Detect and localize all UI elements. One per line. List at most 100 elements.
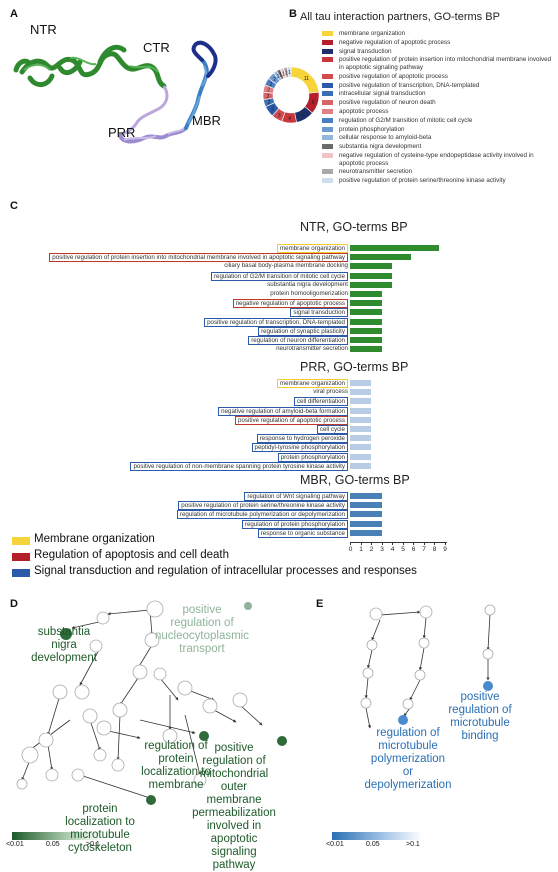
bar <box>350 300 382 307</box>
node-substantia-nigra <box>60 628 72 640</box>
donut-slice-value: 1 <box>277 74 280 80</box>
x-tick <box>413 542 414 545</box>
d-scale-high: >0.1 <box>86 841 100 848</box>
x-tick <box>360 542 362 545</box>
bar <box>350 389 371 396</box>
d-scale-mid: 0.05 <box>46 841 60 848</box>
legend-b-label: membrane organization <box>339 30 406 37</box>
legend-b-label: apoptotic process <box>339 108 389 115</box>
panel-b-title: All tau interaction partners, GO-terms B… <box>300 11 500 23</box>
x-tick <box>423 542 425 545</box>
bar <box>350 435 371 442</box>
node-mitochondrial-permeabilization <box>277 736 287 746</box>
ntr-label: NTR <box>30 22 57 37</box>
ctr-label: CTR <box>143 40 170 55</box>
legend-b-label: negative regulation of cysteine-type end… <box>339 152 534 167</box>
x-tick <box>402 542 404 545</box>
bar <box>350 416 371 423</box>
legend-b-swatch <box>322 109 333 114</box>
x-tick-label: 5 <box>401 546 405 553</box>
go-term-highlight-label: positive regulation of mitochondrial outer m… <box>192 742 276 871</box>
x-tick-label: 0 <box>348 546 353 553</box>
bar-label: positive regulation of protein serine/th… <box>178 501 348 511</box>
legend-b-label: positive regulation of protein insertion… <box>339 56 552 71</box>
bar-label: regulation of Wnt signaling pathway <box>244 492 348 501</box>
legend-b-swatch <box>322 100 333 106</box>
bar <box>350 511 382 518</box>
donut-slice-value: 4 <box>288 116 291 122</box>
panel-d-network <box>12 600 287 840</box>
panel-letter-c: C <box>10 200 18 212</box>
donut-slice-value: 2 <box>273 77 276 83</box>
donut-slice-value: 2 <box>267 88 270 94</box>
legend-b-swatch <box>322 117 333 123</box>
x-tick-label: 9 <box>443 546 447 553</box>
bar-label: negative regulation of apoptotic process <box>232 299 348 309</box>
go-term-highlight-label: positive regulation of microtubule binding <box>448 691 512 742</box>
bar <box>350 263 392 270</box>
category-swatch <box>12 537 30 545</box>
category-label: Regulation of apoptosis and cell death <box>34 549 230 561</box>
panel-d-color-scale <box>12 832 102 840</box>
bar <box>350 529 382 536</box>
legend-b-label: positive regulation of protein serine/th… <box>339 177 506 185</box>
x-tick <box>371 542 372 545</box>
donut-slice <box>286 66 292 78</box>
bar-label: signal transduction <box>290 308 348 318</box>
bar <box>350 318 382 325</box>
bar <box>350 398 371 405</box>
bar <box>350 254 411 261</box>
donut-slice-value: 2 <box>269 82 272 88</box>
x-axis <box>350 542 447 543</box>
bar <box>350 346 382 353</box>
panel-e-network <box>332 604 496 840</box>
legend-b-swatch <box>322 73 333 79</box>
bar <box>350 291 382 297</box>
x-tick <box>434 542 435 545</box>
legend-b-swatch <box>322 91 333 97</box>
bar-label: positive regulation of transcription, DN… <box>204 317 348 327</box>
legend-b-label: neurotransmitter secretion <box>339 168 413 176</box>
e-scale-mid: 0.05 <box>366 841 380 848</box>
go-term-highlight-label: positive regulation of nucleocytoplasmic tr… <box>155 604 249 655</box>
bar-label: positive regulation of protein insertion… <box>49 253 348 263</box>
legend-b-swatch <box>322 144 333 150</box>
legend-b-label: regulation of G2/M transition of mitotic… <box>339 116 473 124</box>
x-tick-label: 4 <box>390 546 395 553</box>
bar-label: membrane organization <box>276 379 348 388</box>
donut-slice-value: 11 <box>304 76 309 82</box>
node-microtubule-cytoskeleton <box>146 795 156 805</box>
bar-label: viral process <box>313 388 348 396</box>
x-tick <box>350 542 351 545</box>
bar-label: neurotransmitter secretion <box>276 345 348 353</box>
bar-label: substantia nigra development <box>267 280 348 288</box>
donut-slice-value: 1 <box>282 71 285 77</box>
bar <box>350 337 382 343</box>
chart-title: MBR, GO-terms BP <box>300 473 410 487</box>
category-swatch <box>12 569 30 577</box>
x-tick-label: 8 <box>432 546 437 553</box>
go-term-highlight-label: regulation of microtubule polymerization or… <box>364 727 452 791</box>
bar-label: regulation of G2/M transition of mitotic… <box>210 271 348 281</box>
donut-slice-value: 3 <box>271 107 274 113</box>
bar <box>350 281 392 288</box>
node-microtubule-polymerization <box>398 715 408 725</box>
bar-label: positive regulation of apoptotic process <box>235 415 348 425</box>
x-tick-label: 1 <box>359 546 363 553</box>
legend-b-label: signal transduction <box>339 47 392 55</box>
panel-letter-a: A <box>10 8 18 20</box>
bar <box>350 462 371 469</box>
bar <box>350 493 382 499</box>
bar <box>350 453 371 460</box>
x-tick-label: 2 <box>369 546 374 553</box>
e-scale-low: <0.01 <box>326 841 344 848</box>
bar <box>350 309 382 316</box>
go-term-highlight-label: regulation of protein localization to membr… <box>141 740 211 791</box>
donut-slice-value: 3 <box>278 113 281 119</box>
bar <box>350 327 382 334</box>
panel-letter-b: B <box>289 8 297 20</box>
legend-b-label: cellular response to amyloid-beta <box>339 134 432 142</box>
legend-b-swatch <box>322 57 333 63</box>
node-nucleocytoplasmic-transport <box>244 602 252 610</box>
legend-b-label: positive regulation of neuron death <box>339 99 436 107</box>
